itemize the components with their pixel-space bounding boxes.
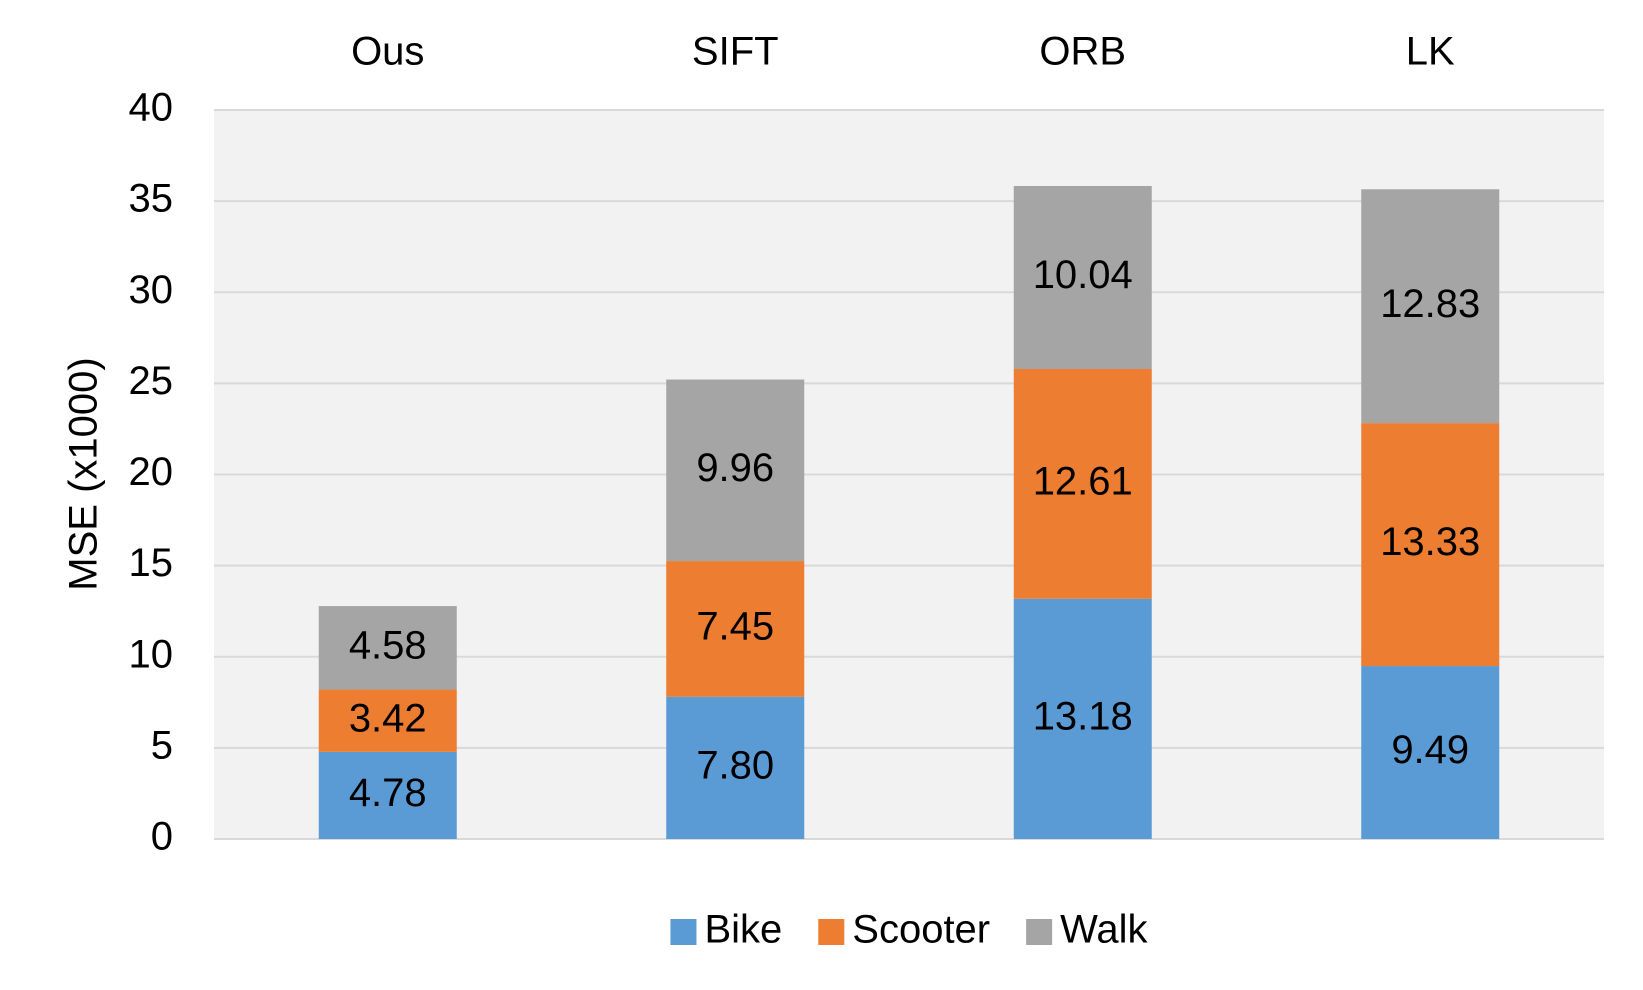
legend-swatch: [818, 919, 845, 945]
bar-segment-walk: [666, 379, 805, 562]
y-axis-tick-labels: 0 5 10 15 20 25 30 35 40: [129, 86, 174, 859]
bar-segment-walk: [1361, 189, 1500, 424]
legend: Bike Scooter Walk: [670, 908, 1149, 952]
legend-label: Scooter: [852, 908, 990, 952]
y-tick-label: 35: [129, 177, 174, 221]
category-label: ORB: [1039, 30, 1126, 74]
y-tick-label: 25: [129, 359, 174, 403]
data-label: 12.61: [1033, 459, 1133, 503]
bar-segment-walk: [1013, 185, 1152, 369]
legend-label: Bike: [704, 908, 782, 952]
y-axis-title: MSE (x1000): [62, 357, 106, 590]
bar-segment-bike: [1361, 666, 1500, 839]
y-tick-label: 20: [129, 450, 174, 494]
bar-segment-scooter: [666, 561, 805, 697]
category-label: Ous: [351, 30, 424, 74]
bar-segment-bike: [1013, 598, 1152, 839]
legend-swatch: [1026, 919, 1053, 945]
data-labels: 4.78 3.42 4.58 7.80 7.45 9.96 13.18 12.61 10.04 9…: [349, 253, 1480, 815]
category-label: LK: [1406, 30, 1455, 74]
legend-label: Walk: [1060, 908, 1148, 952]
bars: [318, 185, 1500, 839]
data-label: 3.42: [349, 696, 427, 740]
legend-item-bike: Bike: [670, 908, 782, 952]
y-tick-label: 30: [129, 268, 174, 312]
y-tick-label: 15: [129, 541, 174, 585]
data-label: 7.80: [696, 743, 774, 787]
bar-segment-bike: [318, 751, 457, 839]
data-label: 4.58: [349, 623, 427, 667]
bar-segment-scooter: [1013, 368, 1152, 599]
y-tick-label: 5: [151, 723, 173, 767]
bar-segment-bike: [666, 696, 805, 839]
data-label: 13.18: [1033, 694, 1133, 738]
data-label: 10.04: [1033, 253, 1133, 297]
data-label: 7.45: [696, 605, 774, 649]
legend-item-walk: Walk: [1026, 908, 1149, 952]
legend-item-scooter: Scooter: [818, 908, 990, 952]
bar-segment-walk: [318, 606, 457, 690]
data-label: 9.96: [696, 446, 774, 490]
y-tick-label: 10: [129, 632, 174, 676]
data-label: 4.78: [349, 771, 427, 815]
category-labels: Ous SIFT ORB LK: [351, 30, 1455, 74]
legend-swatch: [670, 919, 697, 945]
data-label: 13.33: [1380, 520, 1480, 564]
category-label: SIFT: [692, 30, 779, 74]
data-label: 12.83: [1380, 282, 1480, 326]
y-tick-label: 40: [129, 86, 174, 130]
bar-segment-scooter: [318, 689, 457, 752]
data-label: 9.49: [1391, 728, 1469, 772]
bar-segment-scooter: [1361, 423, 1500, 667]
y-tick-label: 0: [151, 815, 173, 859]
